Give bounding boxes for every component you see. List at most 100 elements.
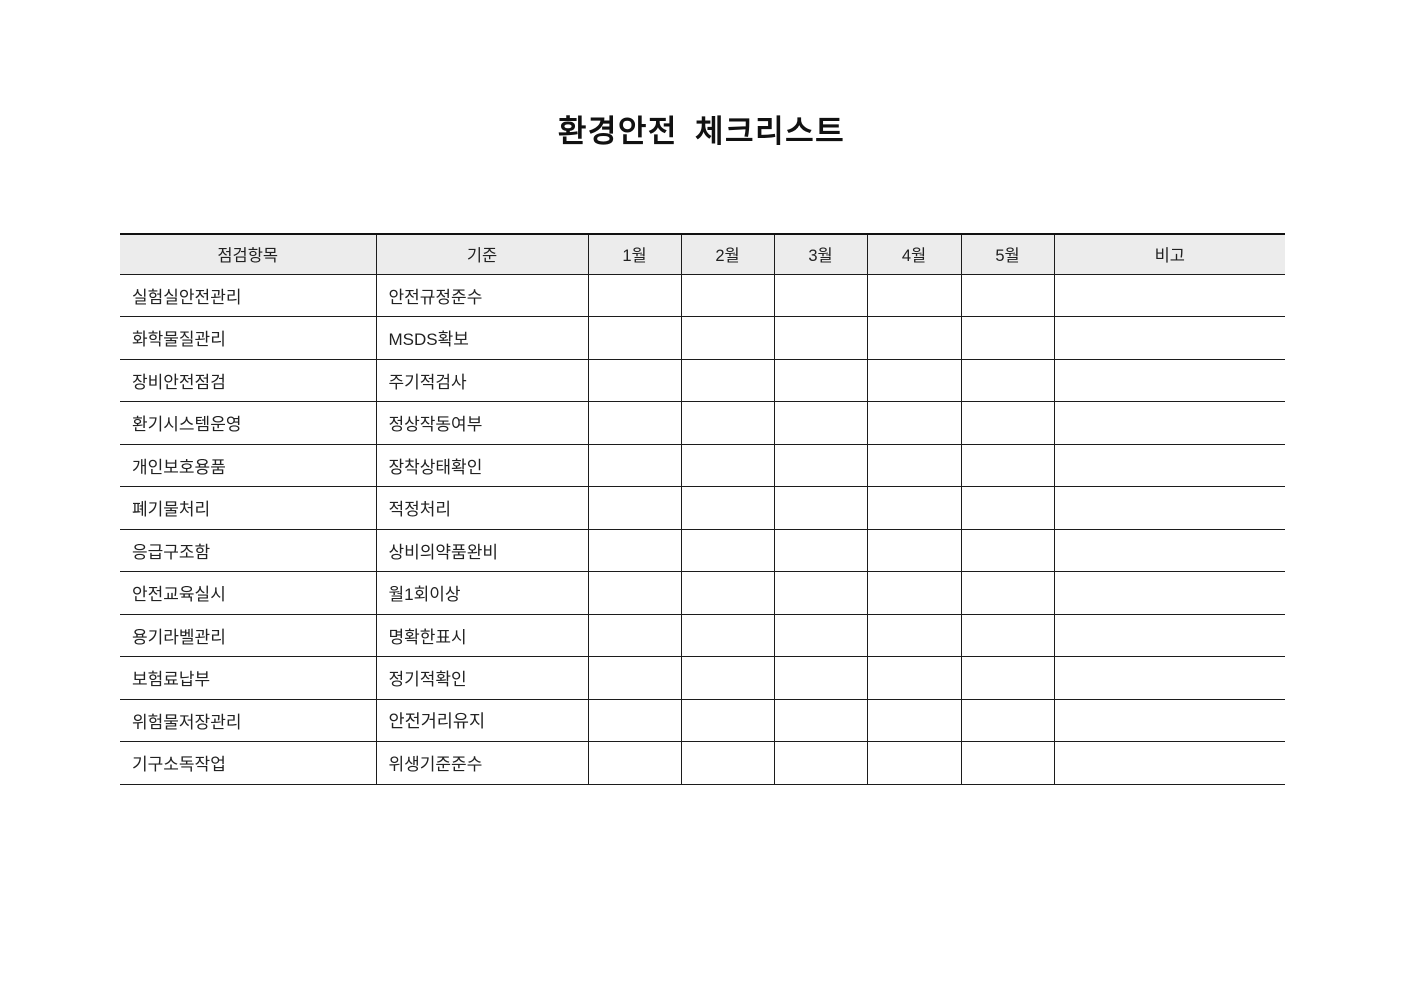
table-row: 위험물저장관리 안전거리유지: [120, 698, 1285, 742]
standard-cell: 장착상태확인: [375, 443, 589, 487]
month-cell: [866, 741, 962, 785]
note-cell: [1053, 698, 1285, 742]
month-cell: [866, 528, 962, 572]
month-cell: [587, 698, 682, 742]
standard-cell: 월1회이상: [375, 571, 589, 615]
month-cell: [680, 571, 775, 615]
month-cell: [773, 401, 868, 445]
table-row: 보험료납부 정기적확인: [120, 656, 1285, 700]
month-cell: [773, 571, 868, 615]
column-header: 1월: [587, 233, 682, 275]
standard-cell: 안전거리유지: [375, 698, 589, 742]
month-cell: [773, 486, 868, 530]
column-header: 3월: [773, 233, 868, 275]
month-cell: [960, 443, 1055, 487]
month-cell: [866, 358, 962, 402]
month-cell: [866, 316, 962, 360]
table-body: 실험실안전관리 안전규정준수 화학물질관리 MSDS확보 장비안전점검 주기적검사 환기시스…: [120, 273, 1285, 785]
item-cell: 장비안전점검: [120, 358, 377, 402]
month-cell: [773, 741, 868, 785]
column-header: 4월: [866, 233, 962, 275]
column-header: 5월: [960, 233, 1055, 275]
month-cell: [960, 528, 1055, 572]
month-cell: [773, 316, 868, 360]
checklist-table: 점검항목 기준 1월 2월 3월 4월 5월 비고 실험실안전관리 안전규정준수 화학물질관리 MS…: [120, 233, 1285, 785]
standard-cell: 안전규정준수: [375, 273, 589, 317]
item-cell: 안전교육실시: [120, 571, 377, 615]
column-header: 점검항목: [120, 233, 377, 275]
month-cell: [960, 698, 1055, 742]
item-cell: 실험실안전관리: [120, 273, 377, 317]
document-title: 환경안전 체크리스트: [557, 114, 846, 149]
table-row: 용기라벨관리 명확한표시: [120, 613, 1285, 657]
note-cell: [1053, 316, 1285, 360]
standard-cell: 적정처리: [375, 486, 589, 530]
month-cell: [587, 571, 682, 615]
month-cell: [866, 656, 962, 700]
month-cell: [960, 486, 1055, 530]
month-cell: [960, 656, 1055, 700]
note-cell: [1053, 741, 1285, 785]
note-cell: [1053, 613, 1285, 657]
month-cell: [773, 528, 868, 572]
standard-cell: 위생기준준수: [375, 741, 589, 785]
month-cell: [960, 316, 1055, 360]
month-cell: [587, 613, 682, 657]
month-cell: [680, 613, 775, 657]
note-cell: [1053, 273, 1285, 317]
table-row: 안전교육실시 월1회이상: [120, 571, 1285, 615]
month-cell: [587, 486, 682, 530]
month-cell: [587, 443, 682, 487]
item-cell: 응급구조함: [120, 528, 377, 572]
item-cell: 폐기물처리: [120, 486, 377, 530]
table-row: 기구소독작업 위생기준준수: [120, 741, 1285, 785]
month-cell: [960, 613, 1055, 657]
standard-cell: 정기적확인: [375, 656, 589, 700]
month-cell: [587, 741, 682, 785]
item-cell: 용기라벨관리: [120, 613, 377, 657]
standard-cell: 명확한표시: [375, 613, 589, 657]
month-cell: [680, 401, 775, 445]
month-cell: [680, 486, 775, 530]
standard-cell: 주기적검사: [375, 358, 589, 402]
month-cell: [680, 528, 775, 572]
month-cell: [587, 656, 682, 700]
month-cell: [960, 358, 1055, 402]
month-cell: [960, 401, 1055, 445]
table-row: 폐기물처리 적정처리: [120, 486, 1285, 530]
item-cell: 위험물저장관리: [120, 698, 377, 742]
month-cell: [960, 273, 1055, 317]
table-row: 개인보호용품 장착상태확인: [120, 443, 1285, 487]
month-cell: [680, 273, 775, 317]
item-cell: 보험료납부: [120, 656, 377, 700]
table-row: 실험실안전관리 안전규정준수: [120, 273, 1285, 317]
month-cell: [680, 316, 775, 360]
note-cell: [1053, 571, 1285, 615]
standard-cell: 정상작동여부: [375, 401, 589, 445]
month-cell: [680, 698, 775, 742]
standard-cell: 상비의약품완비: [375, 528, 589, 572]
month-cell: [587, 273, 682, 317]
month-cell: [866, 613, 962, 657]
column-header: 비고: [1053, 233, 1285, 275]
table-row: 응급구조함 상비의약품완비: [120, 528, 1285, 572]
month-cell: [960, 571, 1055, 615]
table-row: 장비안전점검 주기적검사: [120, 358, 1285, 402]
month-cell: [773, 443, 868, 487]
table-header: 점검항목 기준 1월 2월 3월 4월 5월 비고: [120, 233, 1285, 275]
month-cell: [773, 698, 868, 742]
month-cell: [587, 401, 682, 445]
month-cell: [680, 656, 775, 700]
month-cell: [866, 401, 962, 445]
item-cell: 환기시스템운영: [120, 401, 377, 445]
note-cell: [1053, 486, 1285, 530]
month-cell: [680, 358, 775, 402]
month-cell: [587, 316, 682, 360]
month-cell: [866, 571, 962, 615]
standard-cell: MSDS확보: [375, 316, 589, 360]
table-row: 화학물질관리 MSDS확보: [120, 316, 1285, 360]
month-cell: [773, 358, 868, 402]
month-cell: [866, 486, 962, 530]
note-cell: [1053, 443, 1285, 487]
